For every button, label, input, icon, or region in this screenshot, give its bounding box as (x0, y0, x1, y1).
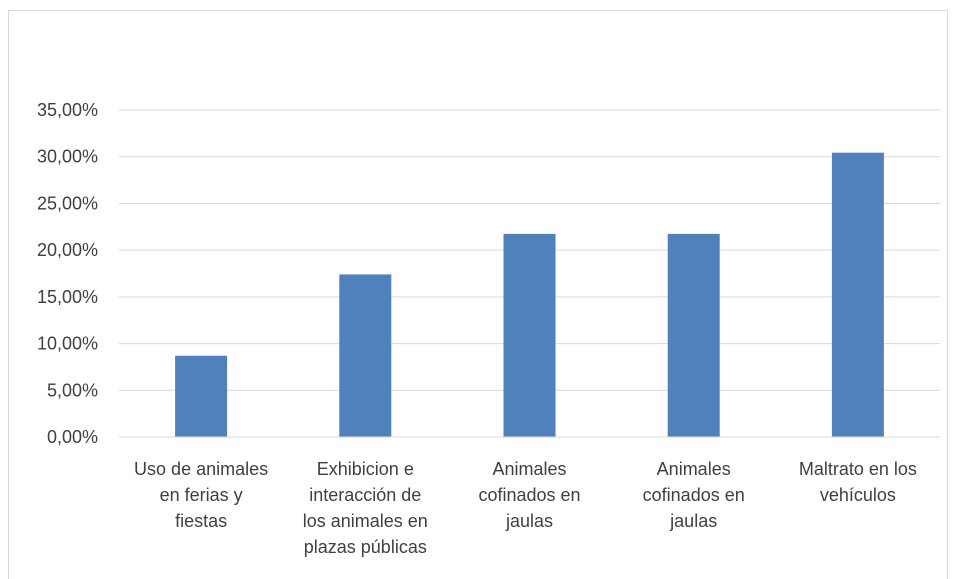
x-category-label: Animales cofinados en jaulas (478, 459, 580, 531)
bar (503, 233, 556, 437)
x-category-label: Maltrato en los vehículos (799, 459, 917, 505)
bar (339, 274, 392, 437)
x-category-label: Uso de animales en ferias y fiestas (134, 459, 268, 531)
y-tick-label: 35,00% (37, 100, 98, 120)
bars (175, 152, 884, 438)
chart-frame (8, 10, 948, 579)
bar (175, 355, 228, 437)
bar (831, 152, 884, 438)
y-axis-ticks: 0,00% 5,00% 10,00% 15,00% 20,00% 25,00% 30,00%… (37, 100, 98, 447)
x-axis-labels: Uso de animales en ferias y fiestas Exhibic… (134, 459, 917, 557)
y-tick-label: 5,00% (47, 380, 98, 400)
y-tick-label: 25,00% (37, 193, 98, 213)
x-category-label: Animales cofinados en jaulas (643, 459, 745, 531)
x-category-label: Exhibicion e interacción de los animales e… (303, 459, 428, 557)
y-tick-label: 20,00% (37, 240, 98, 260)
bar (667, 233, 720, 437)
y-tick-label: 10,00% (37, 334, 98, 354)
y-tick-label: 30,00% (37, 147, 98, 167)
y-tick-label: 0,00% (47, 427, 98, 447)
y-tick-label: 15,00% (37, 287, 98, 307)
